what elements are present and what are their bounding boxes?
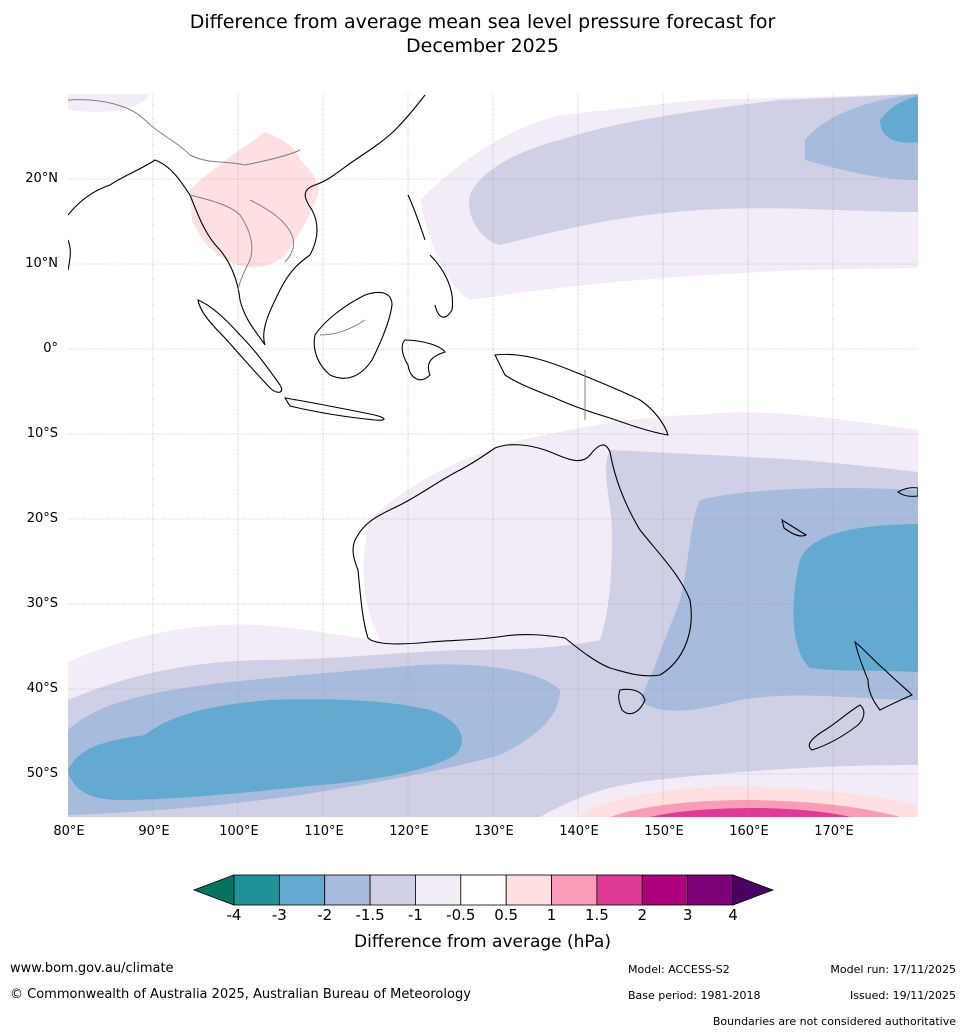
lat-label-20n: 20°N (25, 171, 58, 186)
colorbar-segment (233, 874, 280, 906)
colorbar-segment (641, 874, 689, 906)
coastlines (68, 94, 918, 751)
lat-label-50s: 50°S (26, 766, 58, 781)
lon-label-130e: 130°E (474, 824, 514, 839)
coast-philippines (407, 194, 454, 318)
pressure-anomaly-map (68, 94, 918, 817)
model-name: Model: ACCESS-S2 (628, 963, 730, 976)
colorbar-segment (415, 874, 462, 906)
colorbar-segment (596, 874, 643, 906)
gridlines (68, 94, 918, 817)
colorbar-extend-high (732, 874, 775, 906)
colorbar-tick-label: 2 (637, 906, 648, 924)
lon-label-170e: 170°E (814, 824, 854, 839)
colorbar-tick-label: 1.5 (584, 906, 609, 924)
coast-sulawesi (401, 339, 446, 381)
lat-label-20s: 20°S (26, 511, 58, 526)
country-borders (68, 99, 586, 420)
contour-north-pacific-neg2 (880, 96, 918, 143)
colorbar-tick-label: -2 (317, 906, 333, 924)
coast-java (283, 397, 385, 421)
colorbar-segment (324, 874, 371, 906)
colorbar-tick-label: -0.5 (446, 906, 476, 924)
colorbar-extend-low (192, 874, 235, 906)
lon-label-100e: 100°E (219, 824, 259, 839)
issued-date: Issued: 19/11/2025 (849, 989, 956, 1002)
base-period: Base period: 1981-2018 (628, 989, 761, 1002)
lat-label-0: 0° (43, 341, 58, 356)
colorbar-segment (551, 874, 598, 906)
coast-india-east (68, 239, 71, 271)
lat-label-30s: 30°S (26, 596, 58, 611)
coast-new-caledonia (781, 518, 808, 537)
lon-label-120e: 120°E (389, 824, 429, 839)
title-line-2: December 2025 (406, 35, 559, 57)
colorbar-segment (505, 874, 552, 906)
colorbar-tick-label: 0.5 (494, 906, 519, 924)
title-line-1: Difference from average mean sea level p… (189, 11, 776, 33)
colorbar-segments (192, 874, 775, 906)
colorbar-title: Difference from average (hPa) (354, 932, 611, 952)
website-link[interactable]: www.bom.gov.au/climate (10, 961, 174, 976)
contour-south-neg2-indian (68, 699, 462, 800)
lon-label-110e: 110°E (304, 824, 344, 839)
coast-new-zealand-south (808, 704, 865, 751)
copyright-text: © Commonwealth of Australia 2025, Austra… (10, 987, 471, 1002)
lat-label-10s: 10°S (26, 426, 58, 441)
lon-label-80e: 80°E (53, 824, 85, 839)
lat-label-10n: 10°N (25, 256, 58, 271)
colorbar-tick-label: -3 (271, 906, 287, 924)
colorbar-segment (278, 874, 326, 906)
model-run-date: Model run: 17/11/2025 (830, 963, 956, 976)
coast-new-zealand-north (854, 640, 913, 711)
contour-south-pos15 (650, 808, 850, 817)
lat-label-40s: 40°S (26, 681, 58, 696)
coast-tasmania (618, 688, 646, 715)
coast-sumatra (197, 299, 283, 393)
colorbar-tick-label: 3 (682, 906, 693, 924)
lon-label-150e: 150°E (644, 824, 684, 839)
coast-new-guinea (494, 353, 669, 436)
contour-north-pacific-neg1 (469, 94, 918, 245)
colorbar-segment (460, 874, 507, 906)
colorbar-tick-label: 1 (546, 906, 557, 924)
boundaries-disclaimer: Boundaries are not considered authoritat… (712, 1015, 956, 1028)
colorbar-tick-label: -1 (407, 906, 423, 924)
contour-indochina-pos05 (190, 132, 319, 268)
chart-title: Difference from average mean sea level p… (0, 10, 965, 58)
colorbar-segment (369, 874, 416, 906)
lon-label-140e: 140°E (559, 824, 599, 839)
colorbar-tick-label: -1.5 (355, 906, 385, 924)
colorbar-tick-label: 4 (728, 906, 738, 924)
coast-borneo (313, 291, 393, 379)
lon-label-160e: 160°E (729, 824, 769, 839)
colorbar-tick-label: -4 (226, 906, 242, 924)
contour-south-neg2-tasman (793, 524, 918, 672)
colorbar-segment (687, 874, 734, 906)
lon-label-90e: 90°E (138, 824, 170, 839)
coast-fiji (897, 487, 918, 497)
coast-australia (352, 444, 692, 677)
